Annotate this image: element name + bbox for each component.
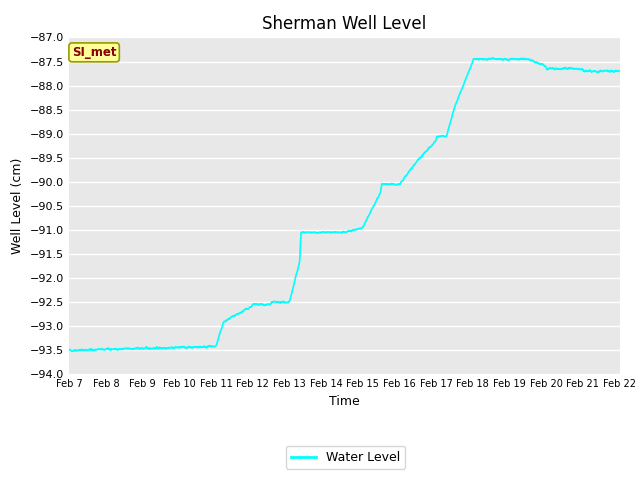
Legend: Water Level: Water Level [286, 446, 405, 469]
Title: Sherman Well Level: Sherman Well Level [262, 15, 426, 33]
Text: SI_met: SI_met [72, 46, 116, 59]
X-axis label: Time: Time [329, 395, 360, 408]
Y-axis label: Well Level (cm): Well Level (cm) [12, 158, 24, 254]
